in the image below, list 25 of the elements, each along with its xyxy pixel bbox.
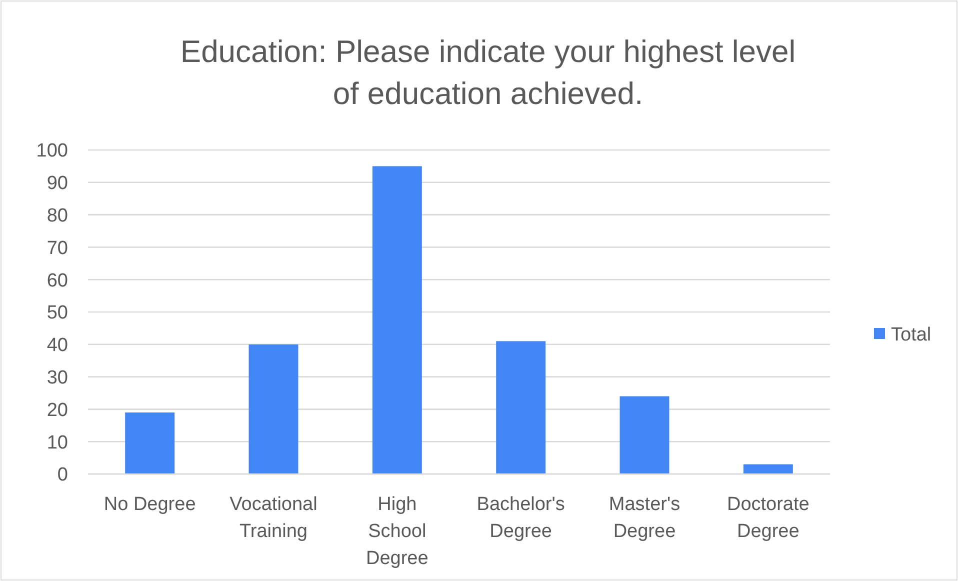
bar	[372, 166, 422, 474]
y-tick-label: 100	[36, 140, 68, 162]
y-tick-label: 40	[46, 335, 68, 356]
y-tick-label: 70	[46, 238, 68, 259]
legend-label: Total	[891, 324, 932, 346]
chart-title: Education: Please indicate your highest level of education achieved.	[180, 34, 796, 111]
y-tick-label: 50	[46, 302, 68, 324]
x-tick-label: Master's Degree	[608, 494, 680, 542]
y-tick-label: 30	[46, 367, 68, 388]
y-tick-label: 10	[46, 432, 68, 454]
x-tick-label: High School Degree	[366, 494, 428, 569]
bar	[743, 464, 793, 474]
y-tick-label: 20	[46, 400, 68, 421]
x-tick-label: Bachelor's Degree	[476, 494, 565, 542]
y-tick-label: 90	[46, 173, 68, 194]
y-tick-label: 60	[46, 270, 68, 292]
y-tick-label: 0	[57, 464, 68, 486]
x-tick-label: No Degree	[104, 494, 196, 515]
bar	[620, 396, 670, 474]
y-tick-label: 80	[46, 205, 68, 226]
bar	[496, 341, 546, 474]
bar	[125, 412, 175, 474]
bar	[248, 344, 298, 474]
x-tick-label: Vocational Training	[230, 494, 318, 542]
x-tick-label: Doctorate Degree	[726, 494, 810, 542]
